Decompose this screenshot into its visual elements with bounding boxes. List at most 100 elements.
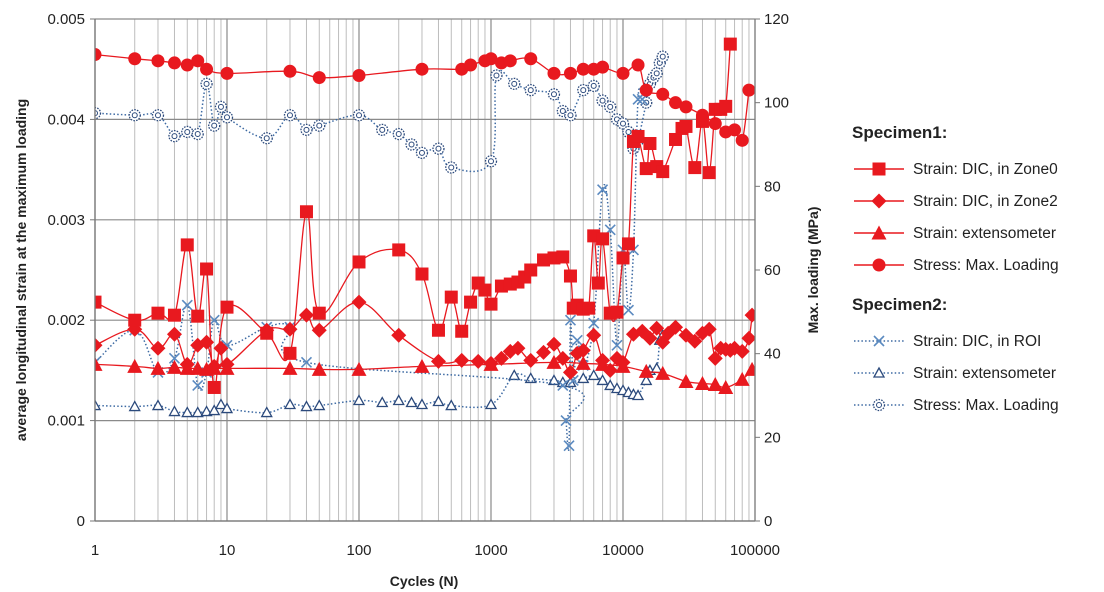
data-point [649, 320, 665, 336]
data-point [298, 307, 314, 323]
data-point [642, 330, 658, 346]
data-point [282, 360, 298, 375]
data-point [483, 355, 499, 371]
data-point [300, 400, 313, 412]
data-point [484, 398, 498, 410]
data-point [220, 402, 234, 414]
data-point [524, 263, 538, 277]
y2-tick-label: 80 [764, 178, 781, 195]
data-point [484, 52, 498, 66]
data-point [415, 62, 429, 76]
y-tick-label: 0 [77, 513, 85, 530]
data-point [523, 352, 539, 368]
data-point [311, 322, 327, 338]
data-point [563, 66, 577, 80]
data-point [167, 56, 181, 70]
legend-entry: Strain: extensometer [854, 365, 1056, 382]
legend-marker [872, 258, 886, 272]
data-point [168, 129, 181, 143]
data-point [586, 327, 602, 343]
data-point [643, 136, 657, 150]
data-point [214, 100, 228, 113]
data-point [655, 365, 671, 380]
data-point [656, 87, 670, 101]
x-tick-label: 10000 [602, 542, 644, 559]
data-point [299, 205, 313, 219]
data-point [575, 342, 591, 358]
data-point [596, 184, 609, 196]
data-point [181, 299, 193, 311]
data-point [200, 77, 213, 90]
data-point [577, 83, 590, 97]
legend-marker [871, 225, 887, 240]
data-point [168, 352, 181, 364]
data-point [151, 109, 165, 122]
data-point [351, 361, 367, 376]
legend-label: Strain: extensometer [913, 225, 1056, 242]
data-point [631, 389, 645, 401]
data-point [415, 146, 429, 160]
data-point [127, 358, 143, 373]
data-point [503, 54, 517, 68]
data-point [639, 83, 653, 97]
series-2 [95, 354, 755, 394]
data-point [311, 361, 327, 376]
y2-tick-label: 40 [764, 346, 781, 363]
data-point [564, 314, 577, 326]
data-point [596, 374, 609, 386]
data-point [695, 108, 709, 122]
data-point [537, 253, 551, 267]
legend: Specimen1: Strain: DIC, in Zone0 Strain: D… [852, 123, 1059, 414]
y-tick-label: 0.003 [47, 212, 85, 229]
data-point [707, 376, 723, 391]
y-tick-label: 0.002 [47, 312, 85, 329]
data-point [547, 88, 561, 101]
data-point [392, 394, 405, 406]
data-point [571, 334, 583, 346]
data-point [631, 129, 645, 143]
data-point [564, 109, 577, 122]
data-point [694, 375, 710, 390]
data-point [723, 37, 737, 51]
data-point [432, 395, 445, 407]
data-point [376, 123, 389, 137]
data-point [445, 399, 458, 411]
legend-label: Stress: Max. Loading [913, 257, 1059, 274]
x-tick-label: 1000 [474, 542, 507, 559]
legend-entry: Strain: DIC, in Zone0 [854, 161, 1058, 178]
data-point [478, 283, 492, 297]
data-point [391, 327, 407, 343]
data-point [616, 117, 630, 130]
data-point [679, 119, 693, 133]
x-tick-label: 1 [91, 542, 99, 559]
data-point [604, 379, 617, 391]
data-point [563, 440, 575, 452]
data-point [587, 79, 600, 93]
data-point [575, 355, 591, 370]
data-point [596, 232, 610, 246]
data-point [220, 300, 234, 314]
data-point [621, 237, 635, 251]
data-point [414, 358, 430, 373]
x-tick-label: 100 [346, 542, 371, 559]
data-point [707, 350, 723, 366]
data-point [128, 313, 142, 327]
y-tick-label: 0.001 [47, 413, 85, 430]
data-point [392, 243, 406, 257]
data-point [546, 354, 562, 369]
data-point [490, 69, 503, 82]
legend-entry: Strain: extensometer [854, 225, 1056, 242]
data-point [312, 71, 326, 85]
data-point [312, 306, 326, 320]
legend-entry: Stress: Max. Loading [854, 257, 1059, 274]
data-point [166, 326, 182, 342]
data-point [313, 119, 326, 132]
data-point [219, 356, 235, 372]
data-point [213, 340, 229, 356]
data-point [191, 54, 205, 68]
data-point [454, 352, 470, 368]
y2-tick-label: 120 [764, 11, 789, 28]
data-point [587, 369, 600, 381]
data-point [615, 354, 631, 370]
data-point [220, 111, 234, 124]
